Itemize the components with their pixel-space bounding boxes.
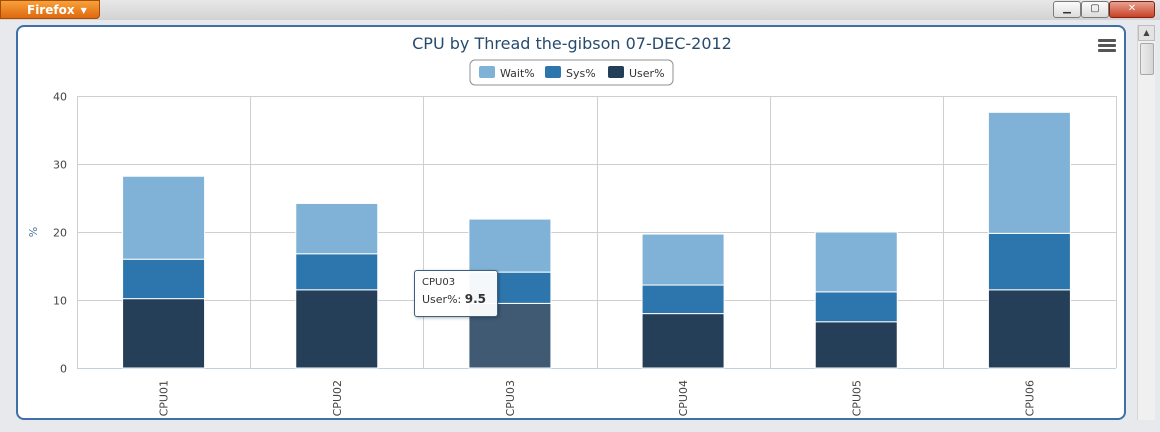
x-tick-label: CPU02 [331,380,344,416]
y-tick-label: 30 [53,159,67,172]
bar-wait-cpu03[interactable] [468,218,552,273]
scroll-up-arrow-icon[interactable]: ▲ [1138,25,1155,41]
legend-label-sys[interactable]: Sys% [566,67,596,80]
bar-user-cpu01[interactable] [122,298,206,369]
legend-swatch-sys[interactable] [545,66,561,78]
chart-bars [122,111,1071,369]
chart-axes: 0 10 20 30 40 CPU01 CPU02 CPU03 CPU04 CPU05 CPU06 [53,91,1036,417]
bar-user-cpu05[interactable] [814,321,898,369]
close-button[interactable]: ✕ [1109,1,1155,18]
scrollbar-thumb[interactable] [1140,43,1154,75]
x-tick-label: CPU06 [1023,380,1036,416]
tooltip-value: 9.5 [464,292,486,306]
tooltip-category: CPU03 [422,277,456,288]
bar-sys-cpu04[interactable] [641,284,725,315]
hamburger-menu-icon[interactable] [1098,39,1116,53]
bar-user-cpu04[interactable] [641,313,725,369]
firefox-menu-button[interactable]: Firefox ▼ [0,0,100,19]
chart-grid [77,96,1117,369]
chart-title: CPU by Thread the-gibson 07-DEC-2012 [412,34,732,53]
firefox-menu-label: Firefox [27,3,75,17]
chart-tooltip: CPU03 User%: 9.5 [414,270,498,317]
bar-sys-cpu06[interactable] [987,232,1071,291]
legend-swatch-wait[interactable] [479,66,495,78]
legend-label-wait[interactable]: Wait% [500,67,535,80]
x-tick-label: CPU01 [158,380,171,416]
bar-sys-cpu05[interactable] [814,291,898,323]
minimize-button[interactable]: ▁ [1053,1,1081,18]
legend-swatch-user[interactable] [608,66,624,78]
bar-wait-cpu01[interactable] [122,175,206,260]
x-tick-label: CPU05 [850,380,863,416]
bar-user-cpu02[interactable] [295,289,379,369]
y-axis-label: % [27,227,40,237]
bar-wait-cpu06[interactable] [987,111,1071,234]
legend-label-user[interactable]: User% [629,67,665,80]
chevron-down-icon: ▼ [80,6,87,15]
bar-wait-cpu05[interactable] [814,231,898,293]
bar-wait-cpu02[interactable] [295,202,379,255]
bar-sys-cpu02[interactable] [295,253,379,291]
x-tick-label: CPU04 [677,380,690,416]
y-tick-label: 0 [60,363,67,376]
window-title-bar: Firefox ▼ ▁ ▢ ✕ [0,0,1160,21]
bar-wait-cpu04[interactable] [641,233,725,286]
maximize-button[interactable]: ▢ [1081,1,1109,18]
y-tick-label: 40 [53,91,67,104]
bar-sys-cpu01[interactable] [122,258,206,300]
tooltip-series-label: User%: [422,293,462,306]
bar-user-cpu06[interactable] [987,289,1071,369]
vertical-scrollbar[interactable]: ▲ [1137,25,1155,420]
x-tick-label: CPU03 [504,380,517,416]
y-tick-label: 10 [53,295,67,308]
y-tick-label: 20 [53,227,67,240]
chart-legend: Wait% Sys% User% [469,59,674,86]
